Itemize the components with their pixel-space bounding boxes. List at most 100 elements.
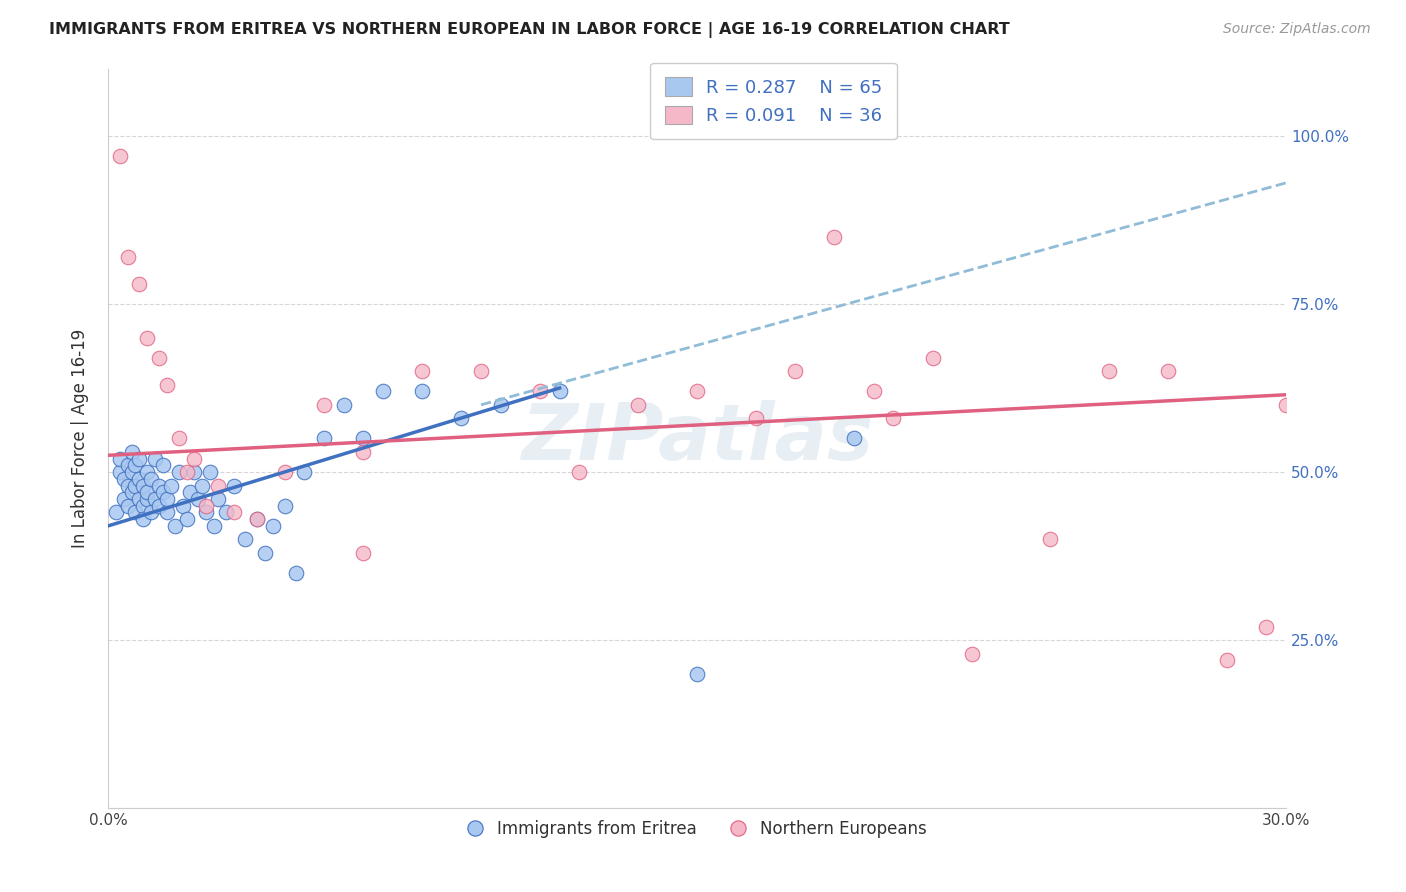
Point — [1256, 620, 1278, 634]
Point — [128, 472, 150, 486]
Point — [246, 512, 269, 526]
Point — [183, 465, 205, 479]
Point — [960, 647, 983, 661]
Point — [117, 499, 139, 513]
Point — [156, 491, 179, 506]
Point — [183, 451, 205, 466]
Point — [332, 398, 354, 412]
Point — [104, 506, 127, 520]
Point — [117, 458, 139, 473]
Point — [548, 384, 571, 399]
Point — [411, 364, 433, 378]
Point — [152, 485, 174, 500]
Point — [179, 485, 201, 500]
Point — [207, 478, 229, 492]
Point — [529, 384, 551, 399]
Point — [1216, 653, 1239, 667]
Point — [124, 458, 146, 473]
Point — [195, 499, 218, 513]
Point — [148, 351, 170, 365]
Legend: Immigrants from Eritrea, Northern Europeans: Immigrants from Eritrea, Northern Europe… — [460, 814, 934, 845]
Point — [235, 533, 257, 547]
Point — [921, 351, 943, 365]
Point — [254, 546, 277, 560]
Point — [117, 478, 139, 492]
Point — [842, 432, 865, 446]
Point — [823, 229, 845, 244]
Point — [195, 506, 218, 520]
Text: Source: ZipAtlas.com: Source: ZipAtlas.com — [1223, 22, 1371, 37]
Point — [136, 465, 159, 479]
Point — [352, 432, 374, 446]
Point — [136, 330, 159, 344]
Point — [1039, 533, 1062, 547]
Point — [470, 364, 492, 378]
Point — [143, 491, 166, 506]
Point — [1157, 364, 1180, 378]
Point — [198, 465, 221, 479]
Point — [128, 451, 150, 466]
Point — [112, 491, 135, 506]
Point — [489, 398, 512, 412]
Point — [108, 149, 131, 163]
Point — [862, 384, 884, 399]
Point — [176, 512, 198, 526]
Point — [273, 465, 295, 479]
Point — [352, 546, 374, 560]
Point — [246, 512, 269, 526]
Point — [159, 478, 181, 492]
Point — [148, 478, 170, 492]
Point — [143, 451, 166, 466]
Point — [148, 499, 170, 513]
Point — [215, 506, 238, 520]
Point — [1098, 364, 1121, 378]
Point — [132, 478, 155, 492]
Y-axis label: In Labor Force | Age 16-19: In Labor Force | Age 16-19 — [72, 329, 89, 548]
Point — [128, 277, 150, 291]
Point — [187, 491, 209, 506]
Point — [191, 478, 214, 492]
Point — [202, 519, 225, 533]
Point — [273, 499, 295, 513]
Point — [121, 445, 143, 459]
Point — [450, 411, 472, 425]
Point — [156, 377, 179, 392]
Point — [167, 465, 190, 479]
Point — [207, 491, 229, 506]
Point — [132, 512, 155, 526]
Point — [568, 465, 591, 479]
Point — [352, 445, 374, 459]
Point — [121, 485, 143, 500]
Point — [312, 432, 335, 446]
Point — [371, 384, 394, 399]
Point — [882, 411, 904, 425]
Point — [411, 384, 433, 399]
Point — [292, 465, 315, 479]
Point — [745, 411, 768, 425]
Point — [785, 364, 807, 378]
Point — [132, 499, 155, 513]
Point — [285, 566, 308, 580]
Point — [124, 478, 146, 492]
Point — [128, 491, 150, 506]
Point — [1275, 398, 1298, 412]
Point — [686, 667, 709, 681]
Point — [117, 250, 139, 264]
Point — [627, 398, 650, 412]
Point — [262, 519, 284, 533]
Point — [108, 465, 131, 479]
Point — [121, 465, 143, 479]
Point — [152, 458, 174, 473]
Text: IMMIGRANTS FROM ERITREA VS NORTHERN EUROPEAN IN LABOR FORCE | AGE 16-19 CORRELAT: IMMIGRANTS FROM ERITREA VS NORTHERN EURO… — [49, 22, 1010, 38]
Point — [167, 432, 190, 446]
Point — [222, 506, 245, 520]
Point — [312, 398, 335, 412]
Point — [141, 506, 163, 520]
Point — [108, 451, 131, 466]
Point — [172, 499, 194, 513]
Point — [156, 506, 179, 520]
Point — [141, 472, 163, 486]
Point — [686, 384, 709, 399]
Point — [222, 478, 245, 492]
Point — [112, 472, 135, 486]
